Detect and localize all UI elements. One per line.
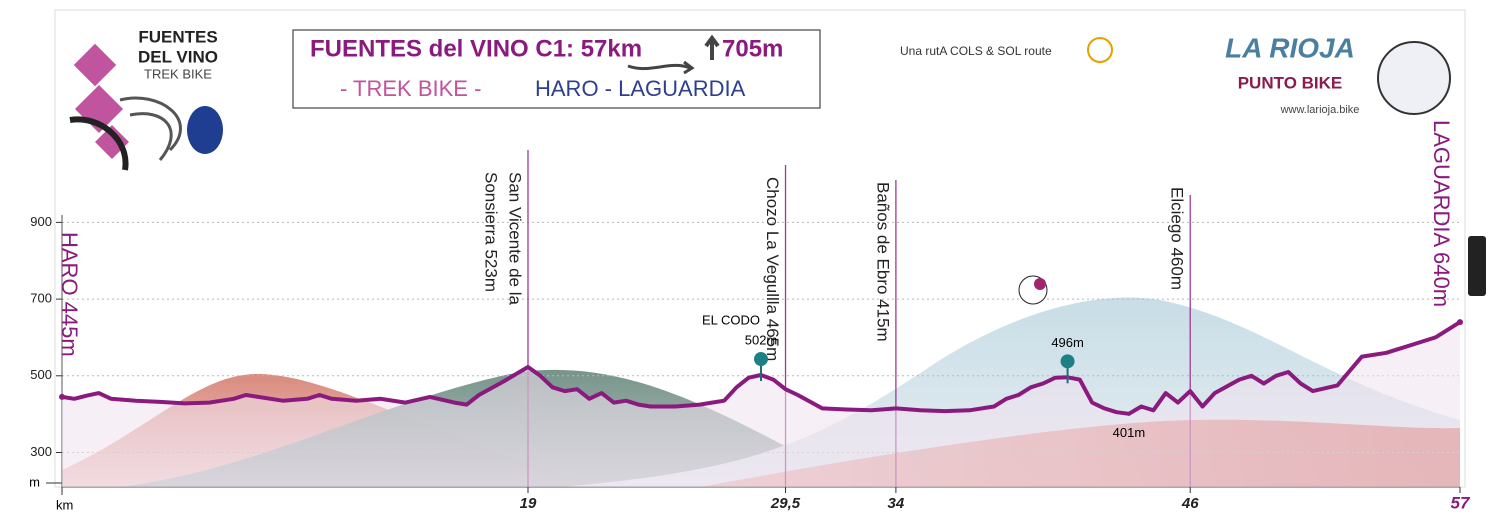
y-tick-label: 300 (30, 444, 52, 459)
logo-text: FUENTES (138, 27, 217, 46)
logo-text: TREK BIKE (144, 66, 212, 81)
annotation-name: EL CODO (702, 312, 760, 327)
endpoint-label: LAGUARDIA 640m (1429, 120, 1454, 307)
profile-area (62, 322, 1460, 487)
endpoint (1457, 319, 1463, 326)
annotation-label: 496m (1051, 335, 1084, 350)
annotation-label: 401m (1113, 425, 1146, 440)
x-tick-label: 29,5 (770, 495, 801, 512)
pin-head (754, 352, 768, 367)
annotation-label: 502m (745, 332, 778, 347)
route-brand: Una rutA COLS & SOL route (900, 44, 1052, 58)
waypoint-label: San Vicente de la (506, 172, 525, 305)
waypoint-label: Elciego 460m (1168, 187, 1187, 290)
y-tick-label: 500 (30, 367, 52, 382)
y-axis-label: m (29, 474, 40, 489)
waypoint-label: Baños de Ebro 415m (873, 182, 892, 342)
endpoint-label: HARO 445m (57, 232, 82, 357)
x-tick-label: 19 (520, 495, 537, 512)
endpoint (59, 393, 65, 400)
profile-line (61, 320, 1462, 416)
license-badge (1468, 236, 1486, 296)
region-logo (1377, 41, 1451, 115)
chart-title: FUENTES del VINO C1: 57km (310, 35, 642, 62)
route: HARO - LAGUARDIA (535, 76, 746, 101)
point (1126, 411, 1131, 416)
cyclist-icon (1034, 278, 1046, 290)
climb: 705m (722, 35, 783, 62)
climb-icon (704, 34, 720, 60)
logo-text: DEL VINO (138, 47, 218, 66)
y-tick-label: 900 (30, 214, 52, 229)
x-axis-label: km (56, 497, 73, 512)
subtitle: - TREK BIKE - (340, 76, 481, 101)
region: LA RIOJA (1225, 32, 1355, 63)
region-sub: PUNTO BIKE (1238, 73, 1343, 92)
waypoint-label: Chozo La Vegullla 465m (763, 177, 782, 361)
x-tick-label: 57 (1451, 493, 1471, 512)
title-box (292, 29, 821, 109)
distance-icon (627, 60, 695, 75)
waypoint-label: Sonsierra 523m (482, 172, 501, 292)
url: www.larioja.bike (1280, 104, 1360, 116)
y-tick-label: 700 (30, 291, 52, 306)
plot: 300 500 700 900 m km 19 29,5 34 46 57 San Vicente d… (29, 120, 1471, 512)
pin-head (1060, 354, 1075, 369)
sun-icon (1087, 37, 1113, 63)
x-tick-label: 46 (1181, 495, 1199, 512)
x-tick-label: 34 (888, 495, 905, 512)
